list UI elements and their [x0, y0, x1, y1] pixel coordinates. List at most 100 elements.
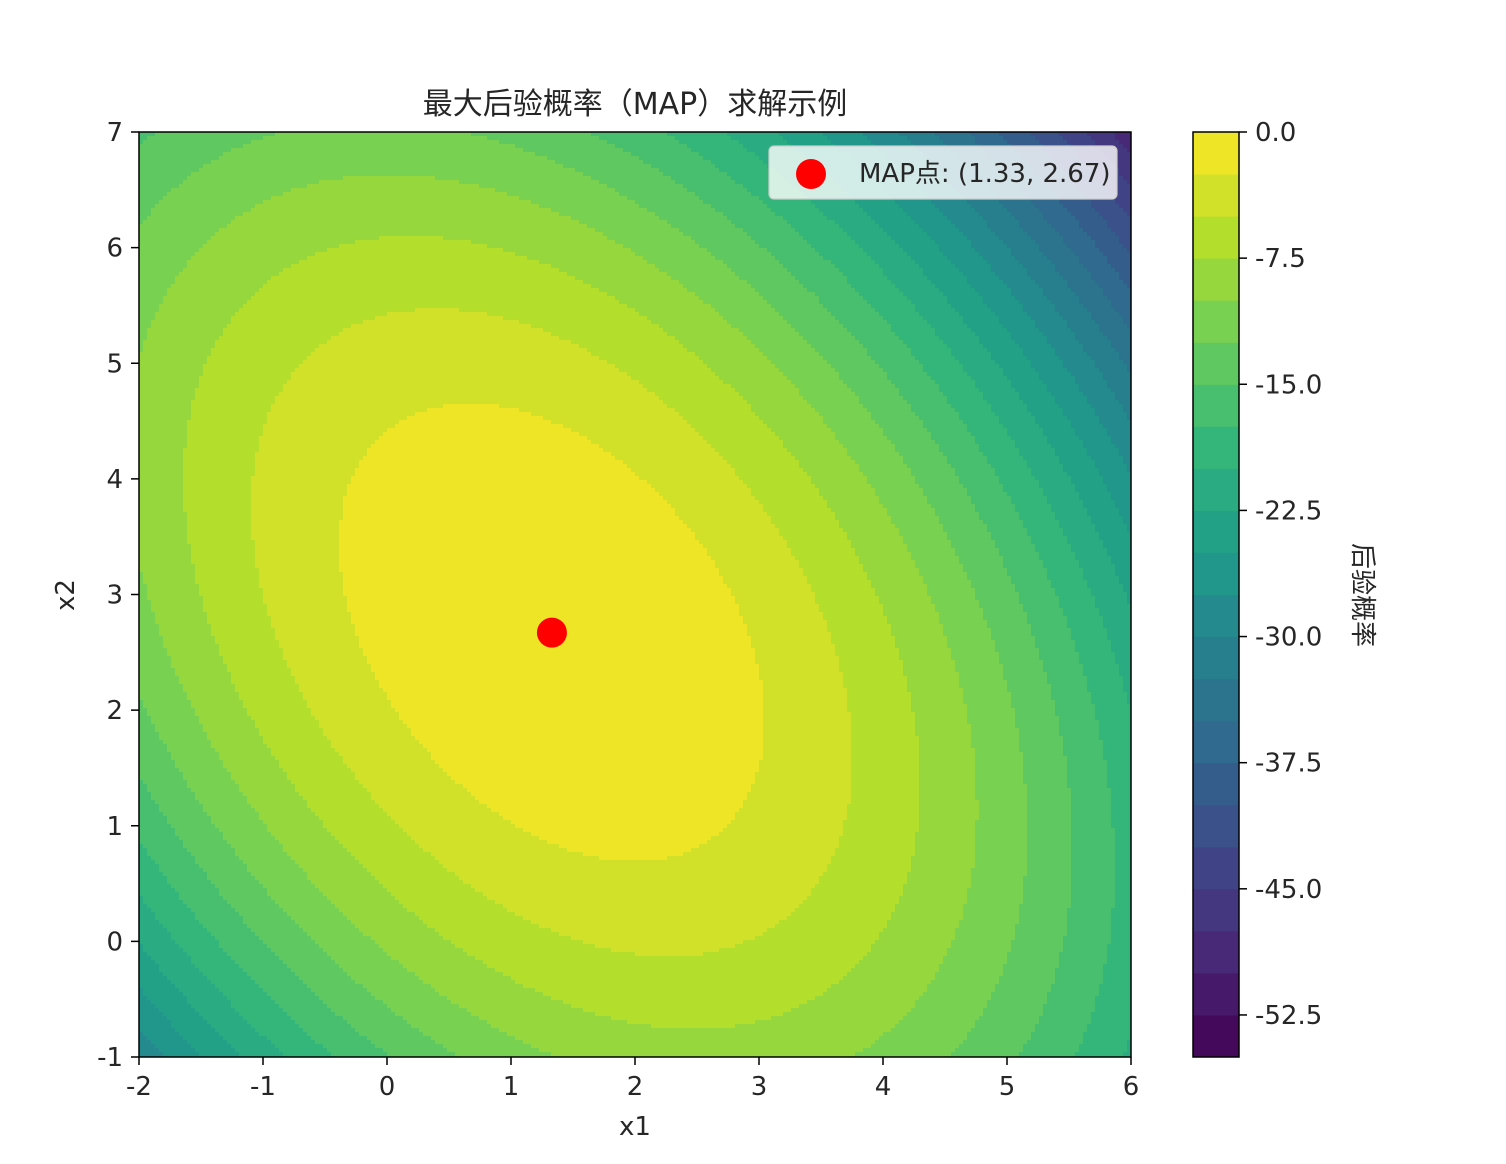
contour-cell [711, 136, 716, 141]
contour-cell [351, 164, 356, 169]
contour-cell [403, 132, 408, 137]
contour-cell [555, 176, 560, 181]
contour-cell [391, 200, 396, 205]
contour-cell [163, 208, 168, 213]
contour-cell [555, 164, 560, 169]
contour-cell [199, 156, 204, 161]
contour-cell [1087, 200, 1092, 205]
contour-cell [791, 140, 796, 145]
contour-cell [599, 164, 604, 169]
contour-cell [287, 132, 292, 137]
contour-cell [743, 180, 748, 185]
contour-cell [631, 188, 636, 193]
contour-cell [407, 168, 412, 173]
contour-cell [547, 204, 552, 209]
contour-cell [503, 188, 508, 193]
contour-cell [183, 212, 188, 217]
contour-cell [375, 200, 380, 205]
contour-cell [291, 152, 296, 157]
contour-cell [515, 184, 520, 189]
contour-cell [459, 140, 464, 145]
contour-cell [387, 200, 392, 205]
contour-cell [1099, 208, 1104, 213]
contour-cell [191, 152, 196, 157]
contour-cell [231, 204, 236, 209]
contour-cell [439, 144, 444, 149]
contour-cell [735, 164, 740, 169]
contour-cell [651, 140, 656, 145]
contour-cell [627, 144, 632, 149]
contour-cell [655, 152, 660, 157]
contour-cell [231, 208, 236, 213]
contour-cell [279, 192, 284, 197]
contour-cell [495, 192, 500, 197]
contour-cell [351, 148, 356, 153]
contour-cell [175, 204, 180, 209]
contour-cell [283, 144, 288, 149]
contour-cell [1067, 136, 1072, 141]
contour-cell [267, 136, 272, 141]
contour-cell [143, 152, 148, 157]
contour-cell [687, 172, 692, 177]
contour-cell [223, 168, 228, 173]
contour-cell [943, 132, 948, 137]
contour-cell [1039, 200, 1044, 205]
contour-cell [635, 208, 640, 213]
contour-cell [327, 140, 332, 145]
contour-cell [539, 136, 544, 141]
contour-cell [775, 136, 780, 141]
contour-cell [919, 140, 924, 145]
contour-cell [307, 152, 312, 157]
contour-cell [827, 132, 832, 137]
contour-cell [615, 132, 620, 137]
contour-cell [255, 212, 260, 217]
contour-cell [523, 204, 528, 209]
contour-cell [375, 180, 380, 185]
contour-cell [151, 136, 156, 141]
contour-cell [267, 168, 272, 173]
contour-cell [555, 152, 560, 157]
contour-cell [255, 136, 260, 141]
contour-cell [351, 184, 356, 189]
contour-cell [763, 132, 768, 137]
contour-cell [1123, 208, 1128, 213]
contour-cell [239, 164, 244, 169]
contour-cell [551, 140, 556, 145]
contour-cell [631, 148, 636, 153]
contour-cell [183, 172, 188, 177]
contour-cell [871, 136, 876, 141]
contour-cell [331, 168, 336, 173]
contour-cell [311, 160, 316, 165]
contour-cell [479, 204, 484, 209]
contour-cell [707, 136, 712, 141]
contour-cell [715, 164, 720, 169]
contour-cell [319, 192, 324, 197]
contour-cell [563, 144, 568, 149]
contour-cell [895, 208, 900, 213]
contour-cell [791, 208, 796, 213]
contour-cell [715, 144, 720, 149]
contour-cell [1003, 136, 1008, 141]
contour-cell [475, 164, 480, 169]
contour-cell [635, 144, 640, 149]
contour-cell [527, 180, 532, 185]
contour-cell [427, 164, 432, 169]
contour-cell [607, 188, 612, 193]
contour-cell [419, 172, 424, 177]
contour-cell [383, 200, 388, 205]
contour-cell [591, 184, 596, 189]
contour-cell [427, 144, 432, 149]
contour-cell [215, 156, 220, 161]
contour-cell [847, 204, 852, 209]
contour-cell [315, 184, 320, 189]
contour-cell [427, 152, 432, 157]
contour-cell [675, 192, 680, 197]
contour-cell [243, 188, 248, 193]
contour-cell [1127, 192, 1131, 197]
contour-cell [491, 144, 496, 149]
contour-cell [499, 136, 504, 141]
contour-cell [187, 180, 192, 185]
contour-cell [423, 188, 428, 193]
contour-cell [543, 148, 548, 153]
contour-cell [967, 136, 972, 141]
